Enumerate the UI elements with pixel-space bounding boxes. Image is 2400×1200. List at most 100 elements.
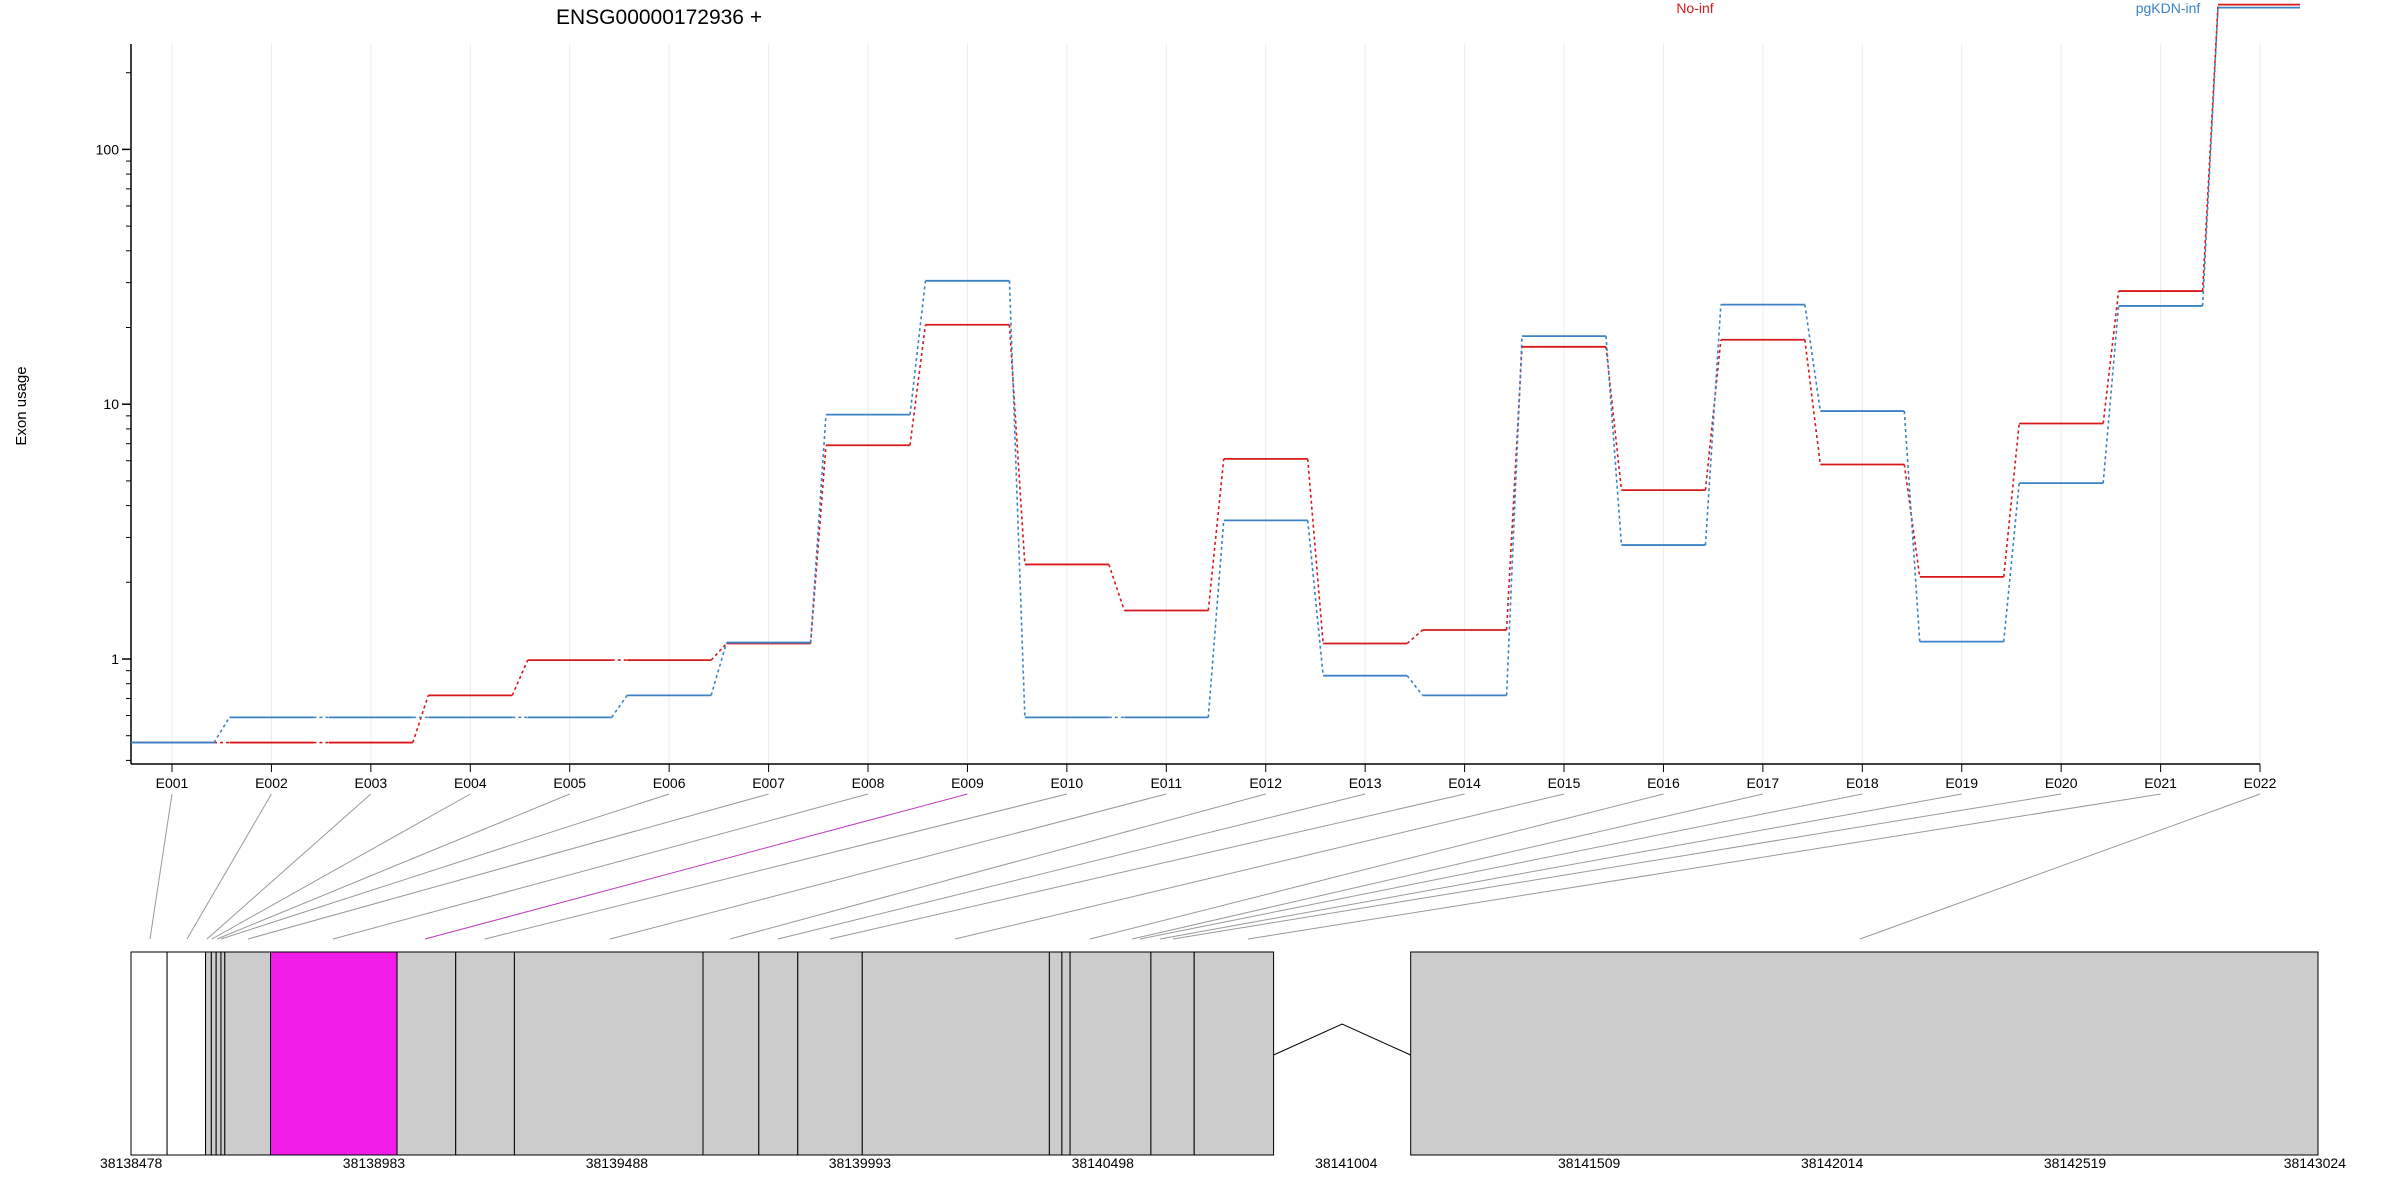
coordinate-label: 38142519 <box>2044 1155 2107 1171</box>
connector-line <box>954 793 1565 940</box>
x-tick-label: E017 <box>1747 775 1780 791</box>
x-tick-label: E009 <box>951 775 984 791</box>
x-tick-label: E019 <box>1945 775 1978 791</box>
exon-block <box>1069 951 1152 1156</box>
coordinate-label: 38142014 <box>1801 1155 1864 1171</box>
series-connector <box>1207 520 1225 718</box>
series-connector <box>1207 458 1225 611</box>
series-connector <box>1704 339 1722 491</box>
exon-block <box>210 951 217 1156</box>
series-pgkdn-inf <box>131 6 2301 744</box>
series-connector <box>511 659 529 696</box>
x-tick-label: E016 <box>1647 775 1680 791</box>
x-tick-label: E006 <box>653 775 686 791</box>
x-tick-label: E021 <box>2144 775 2177 791</box>
exon-block <box>215 951 222 1156</box>
series-connector <box>1306 520 1324 676</box>
exon-block <box>1193 951 1275 1156</box>
x-tick-label: E022 <box>2244 775 2277 791</box>
series-connector <box>710 642 728 696</box>
exon-block <box>396 951 457 1156</box>
exon-block <box>205 951 212 1156</box>
connector-line <box>216 793 570 940</box>
series-connector <box>2102 305 2120 484</box>
y-tick-label: 10 <box>103 396 119 412</box>
coordinate-label: 38138983 <box>343 1155 406 1171</box>
series-connector <box>809 445 827 644</box>
genomic-coordinate-axis: 38138478 38138983 38139488 38139993 38140498… <box>100 1155 2346 1171</box>
connector-line <box>186 793 272 940</box>
connector-line <box>206 793 372 940</box>
exon-block <box>1061 951 1071 1156</box>
series-connector <box>412 695 430 743</box>
series-connector <box>710 642 728 661</box>
x-tick-label: E001 <box>156 775 189 791</box>
series-connector <box>909 324 927 446</box>
series-lines <box>131 3 2301 744</box>
x-tick-label: E003 <box>355 775 388 791</box>
coordinate-label: 38139993 <box>829 1155 892 1171</box>
connector-line <box>149 793 173 940</box>
connector-line <box>1131 793 1763 940</box>
series-connector <box>1406 675 1424 696</box>
series-connector <box>1605 336 1623 546</box>
x-axis: E001 E002 E003 E004 E005 E006 E007 E008 E009 E010… <box>131 763 2277 791</box>
coordinate-label: 38138478 <box>100 1155 163 1171</box>
y-axis: 1 10 100 <box>96 44 132 764</box>
x-tick-label: E007 <box>752 775 785 791</box>
x-tick-label: E005 <box>553 775 586 791</box>
connector-line <box>220 793 670 940</box>
series-connector <box>2102 290 2120 424</box>
connector-line <box>829 793 1465 940</box>
series-connector <box>2002 423 2020 577</box>
exon-block <box>797 951 863 1156</box>
y-tick-label: 1 <box>111 651 119 667</box>
x-tick-label: E014 <box>1448 775 1481 791</box>
x-tick-label: E010 <box>1051 775 1084 791</box>
exon-block <box>130 951 168 1156</box>
y-axis-label: Exon usage <box>13 366 30 445</box>
connector-line <box>211 793 471 940</box>
series-connector <box>1605 346 1623 491</box>
series-connector <box>611 694 628 718</box>
connector-line <box>777 793 1366 940</box>
series-connector <box>2002 483 2020 642</box>
connector-line <box>1172 793 2062 940</box>
gene-model <box>130 951 2319 1156</box>
coordinate-label: 38143024 <box>2284 1155 2347 1171</box>
exon-block <box>455 951 515 1156</box>
connector-line <box>1159 793 1962 940</box>
exon-block <box>224 951 272 1156</box>
series-connector <box>809 414 827 643</box>
exon-block <box>166 951 207 1156</box>
x-tick-label: E008 <box>852 775 885 791</box>
x-tick-label: E020 <box>2045 775 2078 791</box>
x-tick-label: E002 <box>255 775 288 791</box>
connector-line <box>424 793 968 940</box>
exon-block <box>861 951 1050 1156</box>
chart-title: ENSG00000172936 + <box>556 6 762 29</box>
connector-line <box>247 793 769 940</box>
connector-line <box>1139 793 1863 940</box>
series-connector <box>213 716 231 743</box>
exon-block <box>1048 951 1063 1156</box>
grid-lines <box>171 44 2261 764</box>
exon-block <box>270 951 398 1156</box>
connector-line <box>484 793 1067 940</box>
exon-block <box>1410 951 2319 1156</box>
legend-entry-no-inf: No-inf <box>1676 0 1713 16</box>
connector-line <box>729 793 1266 940</box>
connector-line <box>609 793 1167 940</box>
connector-line <box>1247 793 2161 940</box>
x-tick-label: E004 <box>454 775 487 791</box>
series-connector <box>1903 410 1921 642</box>
coordinate-label: 38139488 <box>586 1155 649 1171</box>
series-connector <box>1008 280 1026 718</box>
x-tick-label: E013 <box>1349 775 1382 791</box>
connector-line <box>1089 793 1664 940</box>
series-connector <box>1406 629 1424 645</box>
exon-block <box>758 951 799 1156</box>
y-tick-label: 100 <box>96 141 120 157</box>
x-tick-label: E015 <box>1548 775 1581 791</box>
